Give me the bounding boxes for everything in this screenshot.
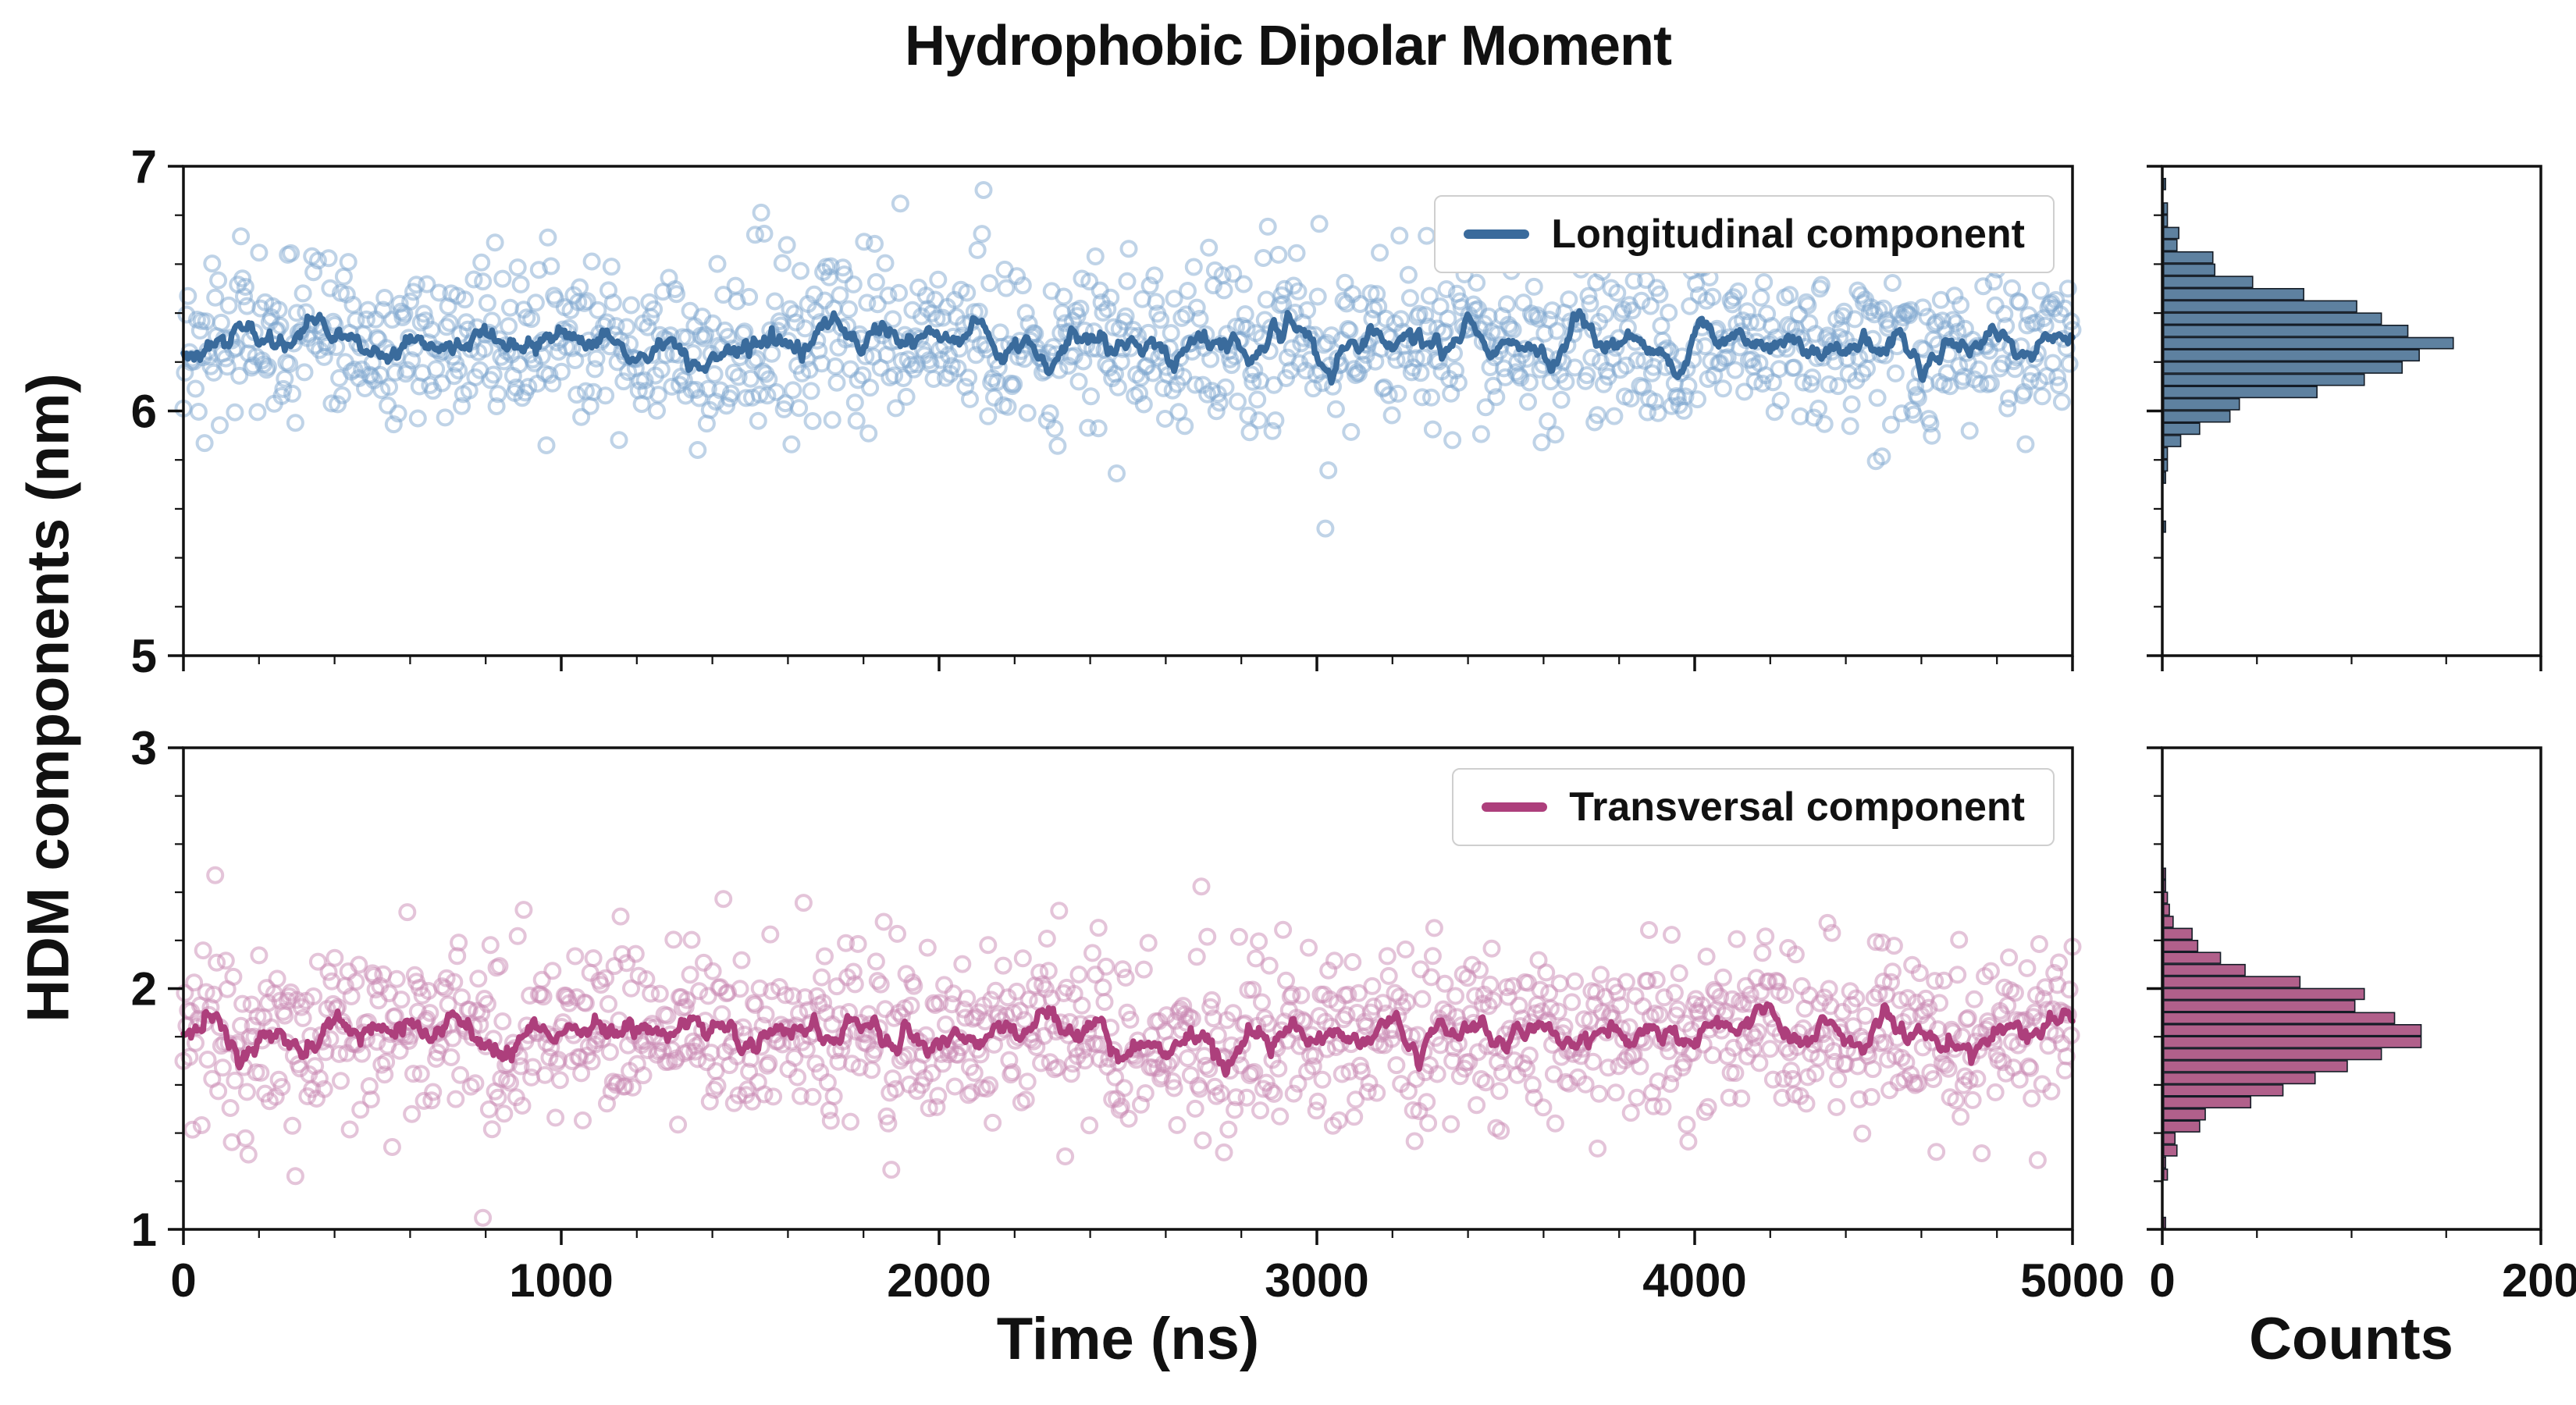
chart-title: Hydrophobic Dipolar Moment [905, 15, 1672, 77]
svg-text:2: 2 [131, 963, 157, 1016]
legend-swatch-transversal [1482, 802, 1548, 812]
y-axis-label: HDM components (nm) [15, 373, 82, 1023]
longitudinal-histogram [2162, 177, 2454, 533]
legend-longitudinal: Longitudinal component [1434, 195, 2055, 273]
svg-text:3: 3 [131, 722, 157, 774]
legend-label-transversal: Transversal component [1569, 784, 2025, 830]
transversal-mean-line [180, 1001, 2076, 1078]
svg-text:4000: 4000 [1642, 1254, 1746, 1307]
svg-text:200: 200 [2502, 1254, 2576, 1307]
transversal-scatter [174, 866, 2082, 1227]
longitudinal-mean-line [180, 308, 2076, 386]
svg-text:3000: 3000 [1265, 1254, 1368, 1307]
svg-text:0: 0 [170, 1254, 196, 1307]
longitudinal-scatter [174, 181, 2082, 538]
x-axis-label-time: Time (ns) [996, 1306, 1260, 1372]
svg-text:1000: 1000 [509, 1254, 613, 1307]
svg-text:2000: 2000 [887, 1254, 991, 1307]
svg-text:6: 6 [131, 386, 157, 438]
transversal-histogram [2162, 867, 2422, 1229]
legend-transversal: Transversal component [1452, 768, 2055, 846]
legend-swatch-longitudinal [1464, 229, 1530, 239]
x-axis-label-counts: Counts [2249, 1306, 2453, 1372]
svg-text:1: 1 [131, 1204, 157, 1256]
legend-label-longitudinal: Longitudinal component [1551, 212, 2025, 257]
svg-text:5000: 5000 [2020, 1254, 2124, 1307]
svg-text:0: 0 [2149, 1254, 2175, 1307]
svg-text:7: 7 [131, 140, 157, 193]
svg-text:5: 5 [131, 630, 157, 682]
